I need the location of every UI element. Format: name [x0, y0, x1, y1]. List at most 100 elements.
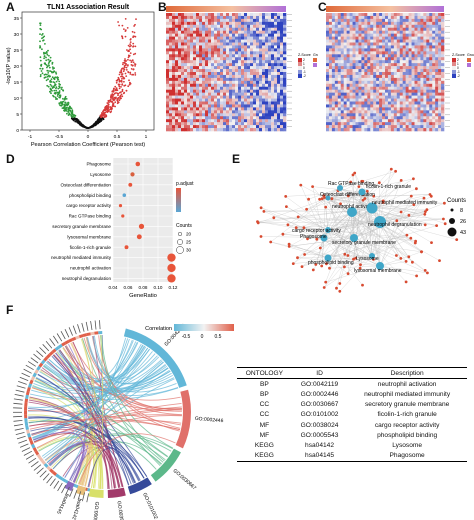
- heatmap-cell: [405, 101, 409, 105]
- heatmap-cell: [438, 92, 442, 96]
- heatmap-cell: [244, 57, 248, 61]
- network-edge: [379, 196, 412, 267]
- heatmap-cell: [274, 33, 278, 37]
- heatmap-cell: [277, 54, 281, 58]
- heatmap-cell: [238, 36, 242, 40]
- heatmap-cell: [229, 98, 233, 102]
- heatmap-cell: [346, 122, 350, 126]
- heatmap-cell: [244, 13, 248, 17]
- heatmap-cell: [235, 57, 239, 61]
- heatmap-cell: [405, 95, 409, 99]
- heatmap-cell: [417, 45, 421, 49]
- heatmap-cell: [379, 15, 383, 20]
- heatmap-cell: [432, 33, 436, 37]
- heatmap-cell: [256, 80, 260, 85]
- heatmap-cell: [349, 125, 353, 129]
- network-edge: [371, 188, 417, 209]
- volcano-point: [70, 114, 73, 117]
- heatmap-cell: [408, 36, 412, 40]
- volcano-point: [50, 78, 53, 80]
- heatmap-cell: [382, 98, 386, 102]
- heatmap-cell: [382, 27, 386, 31]
- heatmap-cell: [411, 36, 415, 40]
- heatmap-cell: [438, 48, 442, 52]
- volcano-point: [120, 93, 123, 96]
- heatmap-cell: [390, 42, 395, 46]
- heatmap-cell: [268, 15, 272, 20]
- heatmap-cell: [426, 42, 430, 46]
- heatmap-cell: [355, 110, 359, 114]
- volcano-point: [46, 84, 49, 87]
- dotplot-point: [167, 263, 176, 273]
- network-gene-node: [318, 246, 322, 250]
- heatmap-cell: [426, 107, 430, 111]
- heatmap-cell: [358, 66, 362, 70]
- heatmap-cell: [379, 57, 383, 61]
- heatmap-cell: [265, 119, 269, 123]
- heatmap-cell: [396, 69, 401, 73]
- heatmap-cell: [346, 92, 350, 96]
- volcano-point: [39, 67, 42, 70]
- heatmap-cell: [166, 101, 170, 105]
- heatmap-cell: [387, 95, 392, 99]
- heatmap-cell: [379, 128, 383, 132]
- heatmap-cell: [244, 45, 248, 49]
- heatmap-cell: [334, 36, 339, 40]
- heatmap-cell: [184, 69, 188, 73]
- heatmap-cell: [274, 72, 278, 76]
- gene-arc-segment: [26, 386, 31, 392]
- heatmap-cell: [262, 21, 266, 26]
- gene-label: [36, 350, 44, 357]
- heatmap-cell: [426, 104, 430, 108]
- heatmap-cell: [199, 45, 203, 49]
- heatmap-cell: [181, 95, 185, 99]
- heatmap-cell: [349, 60, 353, 64]
- heatmap-cell: [169, 80, 173, 85]
- heatmap-cell: [283, 24, 287, 29]
- network-gene-node: [425, 208, 429, 212]
- heatmap-cell: [238, 128, 242, 132]
- heatmap-cell: [238, 21, 242, 26]
- heatmap-cell: [438, 24, 442, 29]
- heatmap-cell: [166, 107, 170, 111]
- heatmap-cell: [346, 66, 350, 70]
- heatmap-cell: [432, 45, 436, 49]
- heatmap-legend-b: Z-ScoreGroup210-1-2: [298, 53, 318, 78]
- heatmap-cell: [328, 54, 333, 58]
- heatmap-cell: [208, 33, 212, 37]
- heatmap-cell: [432, 69, 436, 73]
- sector-arc: [127, 477, 152, 495]
- heatmap-cell: [259, 92, 263, 96]
- heatmap-cell: [414, 45, 418, 49]
- gene-label: [13, 398, 23, 401]
- heatmap-cell: [166, 122, 170, 126]
- heatmap-cell: [402, 125, 406, 129]
- heatmap-cell: [326, 30, 330, 34]
- heatmap-cell: [190, 45, 194, 49]
- heatmap-cell: [268, 72, 272, 76]
- volcano-point: [69, 110, 72, 112]
- heatmap-cell: [205, 86, 209, 90]
- heatmap-cell: [208, 98, 212, 102]
- heatmap-cell: [211, 69, 215, 73]
- heatmap-cell: [376, 116, 380, 120]
- heatmap-cell: [417, 63, 421, 67]
- heatmap-cell: [331, 72, 336, 76]
- heatmap-cell: [358, 48, 362, 52]
- heatmap-cell: [220, 92, 224, 96]
- volcano-point: [56, 95, 59, 97]
- gene-arc-segment: [24, 421, 29, 427]
- heatmap-cell: [379, 92, 383, 96]
- heatmap-cell: [247, 116, 251, 120]
- heatmap-cell: [358, 110, 362, 114]
- heatmap-cell: [280, 83, 284, 88]
- heatmap-cell: [429, 54, 433, 58]
- network-gene-node: [351, 173, 355, 177]
- heatmap-cell: [232, 125, 236, 129]
- heatmap-cell: [334, 45, 339, 49]
- heatmap-cell: [385, 69, 389, 73]
- network-term-label: neutrophil degranulation: [368, 222, 422, 228]
- heatmap-cell: [256, 86, 260, 90]
- heatmap-cell: [166, 69, 170, 73]
- heatmap-cell: [247, 125, 251, 129]
